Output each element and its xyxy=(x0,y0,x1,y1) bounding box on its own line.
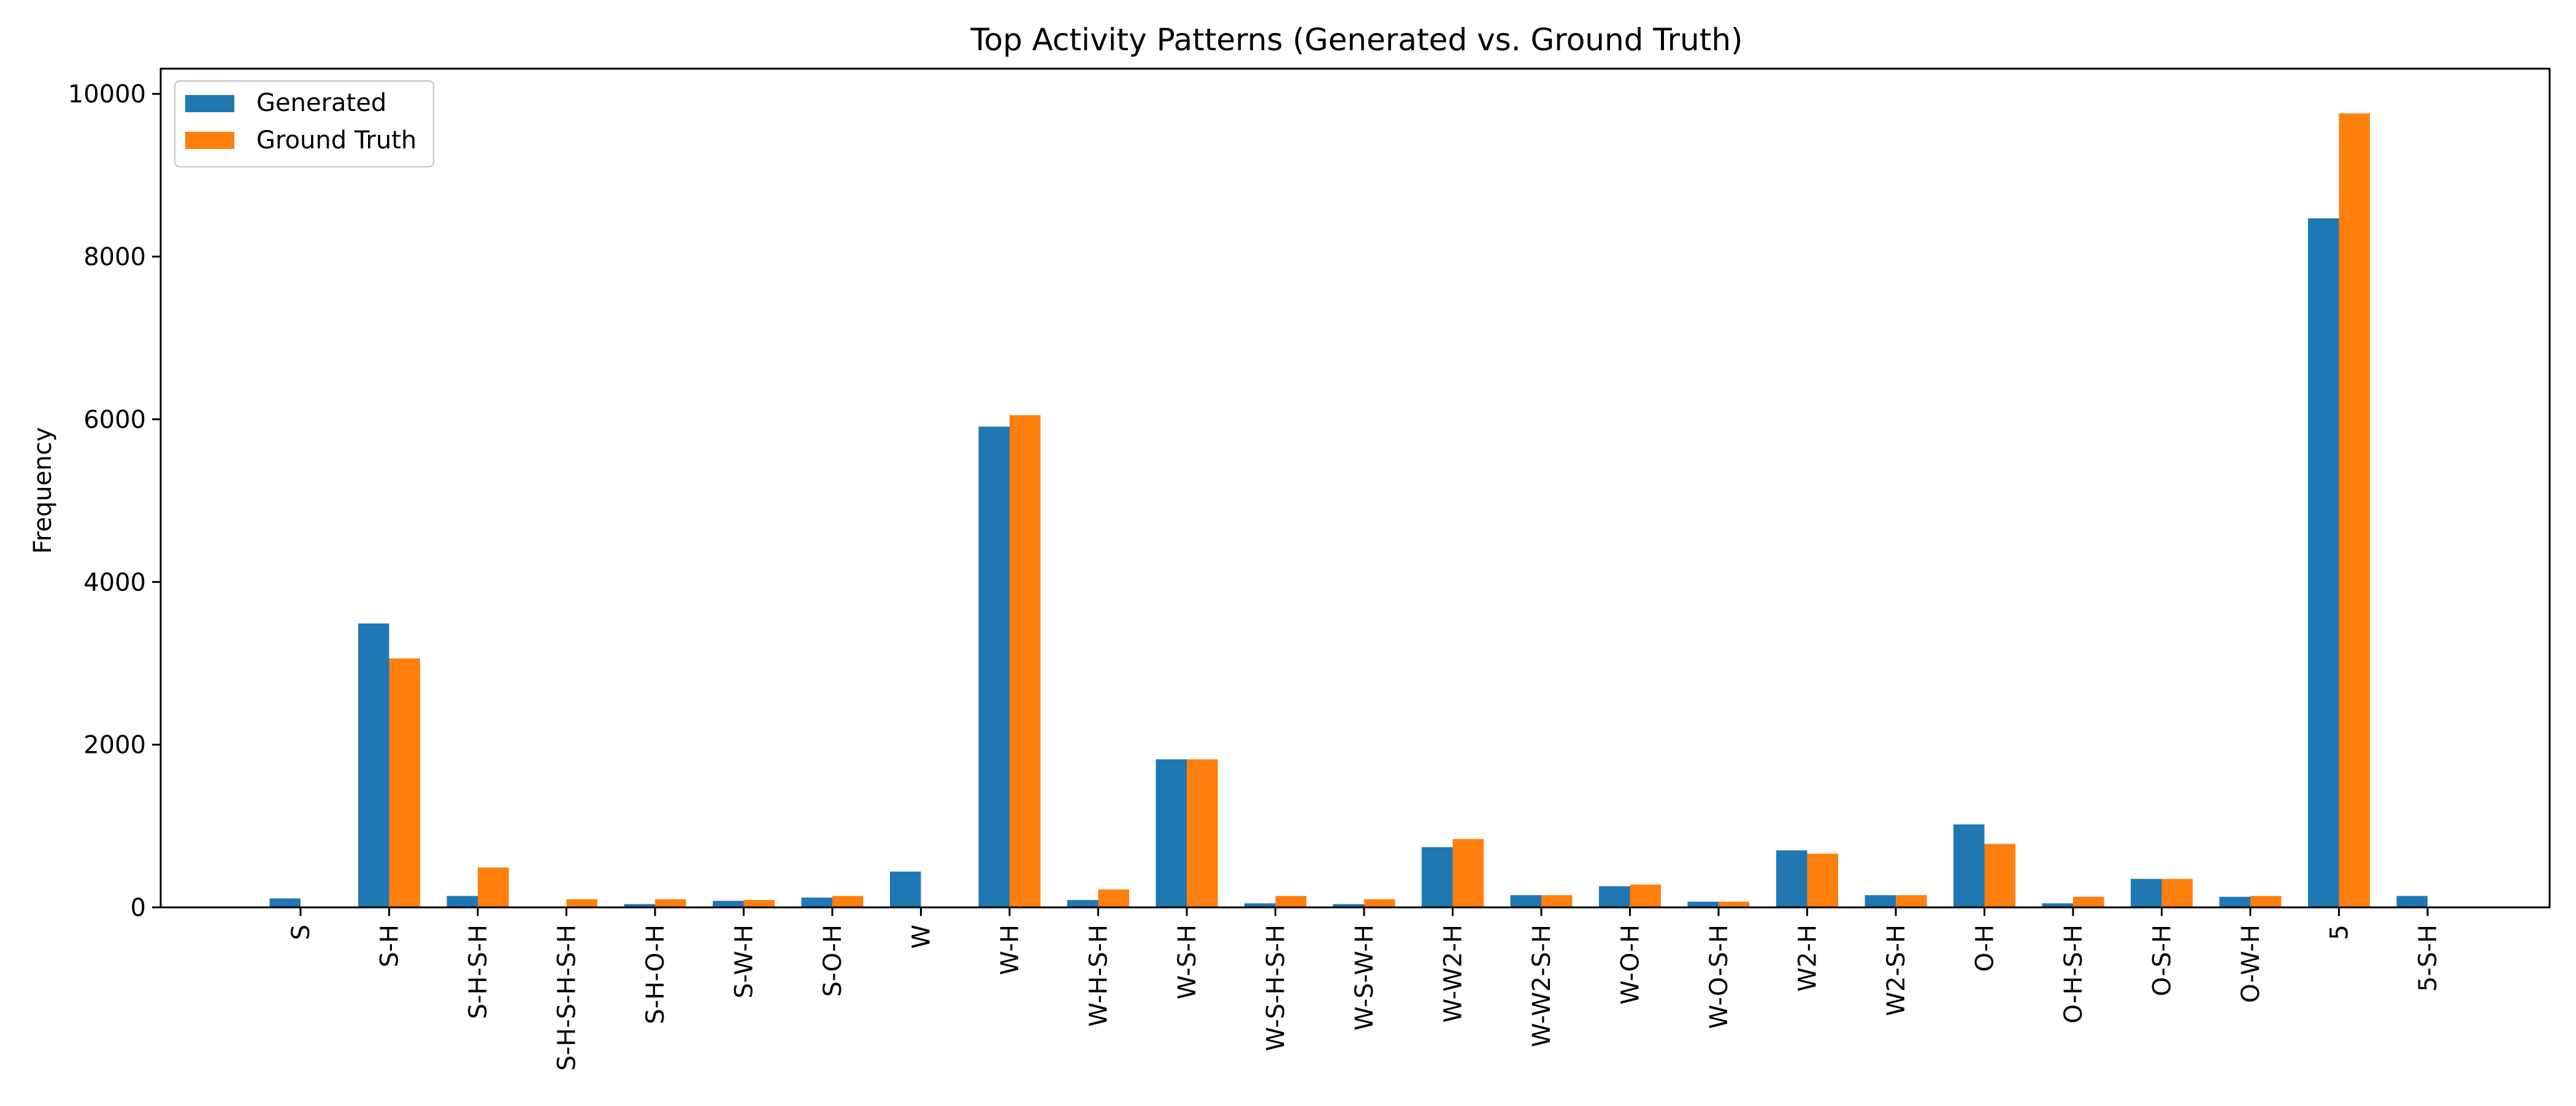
x-tick-label: W xyxy=(908,925,936,949)
x-tick-label: W-W2-H xyxy=(1439,925,1468,1023)
x-tick-label: O-H-S-H xyxy=(2060,925,2088,1023)
legend-swatch-ground-truth xyxy=(185,132,234,149)
bar-ground-truth-10 xyxy=(1187,759,1218,907)
bar-ground-truth-2 xyxy=(478,867,509,907)
legend-box xyxy=(174,80,435,168)
bar-generated-4 xyxy=(624,904,655,907)
y-tick-label: 8000 xyxy=(83,243,146,272)
bar-ground-truth-18 xyxy=(1896,895,1927,907)
y-axis-label: Frequency xyxy=(29,427,57,554)
bar-generated-11 xyxy=(1244,903,1276,907)
bar-generated-21 xyxy=(2131,879,2162,907)
x-tick-label: W-H xyxy=(996,925,1024,975)
legend-label-generated: Generated xyxy=(256,89,386,117)
bar-ground-truth-20 xyxy=(2073,896,2104,907)
x-tick-label: S-W-H xyxy=(730,925,759,999)
legend-label-ground-truth: Ground Truth xyxy=(256,126,416,154)
bar-generated-2 xyxy=(447,896,478,907)
bar-generated-15 xyxy=(1599,886,1630,907)
x-tick-label: S-H xyxy=(376,925,404,967)
bars-layer xyxy=(269,113,2428,908)
bar-generated-16 xyxy=(1687,901,1719,907)
legend: Generated Ground Truth xyxy=(174,80,435,168)
bar-generated-22 xyxy=(2219,896,2250,907)
y-tick-label: 4000 xyxy=(83,568,146,597)
bar-ground-truth-15 xyxy=(1630,884,1661,907)
bar-ground-truth-16 xyxy=(1719,901,1750,907)
bar-generated-6 xyxy=(801,898,832,907)
x-tick-label: S-H-O-H xyxy=(642,925,670,1024)
bar-ground-truth-19 xyxy=(1984,844,2015,907)
x-tick-label: W-S-W-H xyxy=(1351,925,1379,1031)
bar-ground-truth-12 xyxy=(1364,899,1395,907)
x-tick-label: S-H-S-H-S-H xyxy=(553,925,581,1071)
x-tick-label: O-S-H xyxy=(2149,925,2177,996)
bar-generated-8 xyxy=(978,426,1010,907)
bar-generated-18 xyxy=(1865,895,1896,907)
bar-ground-truth-1 xyxy=(389,658,420,907)
bar-generated-7 xyxy=(890,871,921,907)
bar-generated-10 xyxy=(1156,759,1187,907)
y-tick-label: 6000 xyxy=(83,406,146,434)
x-tick-label: W-S-H-S-H xyxy=(1262,925,1290,1051)
bar-ground-truth-17 xyxy=(1807,853,1838,907)
x-tick-label: 5 xyxy=(2326,925,2354,940)
bar-generated-9 xyxy=(1067,900,1098,907)
bar-generated-13 xyxy=(1422,847,1453,907)
x-tick-label: S-H-S-H xyxy=(464,925,493,1019)
x-tick-label: S-O-H xyxy=(819,925,847,997)
bar-ground-truth-14 xyxy=(1541,895,1573,907)
x-tick-label: W2-H xyxy=(1794,925,1822,992)
bar-ground-truth-13 xyxy=(1452,839,1484,907)
y-axis-ticks: 0 2000 4000 6000 8000 10000 xyxy=(68,80,161,922)
bar-generated-20 xyxy=(2042,903,2073,907)
bar-generated-17 xyxy=(1776,850,1807,907)
x-tick-label: W-H-S-H xyxy=(1085,925,1113,1027)
bar-generated-5 xyxy=(713,901,744,907)
chart-title: Top Activity Patterns (Generated vs. Gro… xyxy=(970,22,1742,58)
bar-ground-truth-4 xyxy=(655,899,686,907)
bar-ground-truth-6 xyxy=(832,896,864,907)
bar-generated-14 xyxy=(1510,895,1541,907)
x-tick-label: 5-S-H xyxy=(2414,925,2442,992)
bar-generated-0 xyxy=(269,898,301,907)
bar-ground-truth-3 xyxy=(566,899,597,907)
bar-generated-12 xyxy=(1333,904,1364,907)
bar-generated-23 xyxy=(2308,218,2339,907)
x-tick-label: W2-S-H xyxy=(1882,925,1911,1016)
y-tick-label: 2000 xyxy=(83,731,146,760)
x-tick-label: W-W2-S-H xyxy=(1528,925,1556,1047)
bar-ground-truth-9 xyxy=(1098,889,1129,907)
bar-generated-24 xyxy=(2396,896,2428,907)
legend-swatch-generated xyxy=(185,95,234,112)
x-tick-label: W-O-S-H xyxy=(1705,925,1733,1029)
plot-area-frame xyxy=(159,67,2551,909)
y-tick-label: 0 xyxy=(131,894,146,922)
bar-ground-truth-5 xyxy=(743,900,775,907)
y-tick-label: 10000 xyxy=(68,80,146,109)
x-tick-label: O-W-H xyxy=(2237,925,2265,1003)
x-tick-label: O-H xyxy=(1971,925,1999,972)
bar-ground-truth-22 xyxy=(2250,896,2282,907)
bar-ground-truth-11 xyxy=(1275,896,1306,907)
bar-ground-truth-23 xyxy=(2339,113,2370,908)
bar-generated-19 xyxy=(1953,824,1985,907)
bar-generated-1 xyxy=(358,623,389,907)
bar-ground-truth-8 xyxy=(1010,415,1041,907)
x-axis-ticks: S S-H S-H-S-H S-H-S-H-S-H S-H-O-H S-W-H S-O-H W… xyxy=(287,907,2442,1071)
bar-ground-truth-21 xyxy=(2161,879,2193,907)
x-tick-label: S xyxy=(287,925,315,940)
x-tick-label: W-S-H xyxy=(1173,925,1202,999)
x-tick-label: W-O-H xyxy=(1617,925,1645,1005)
